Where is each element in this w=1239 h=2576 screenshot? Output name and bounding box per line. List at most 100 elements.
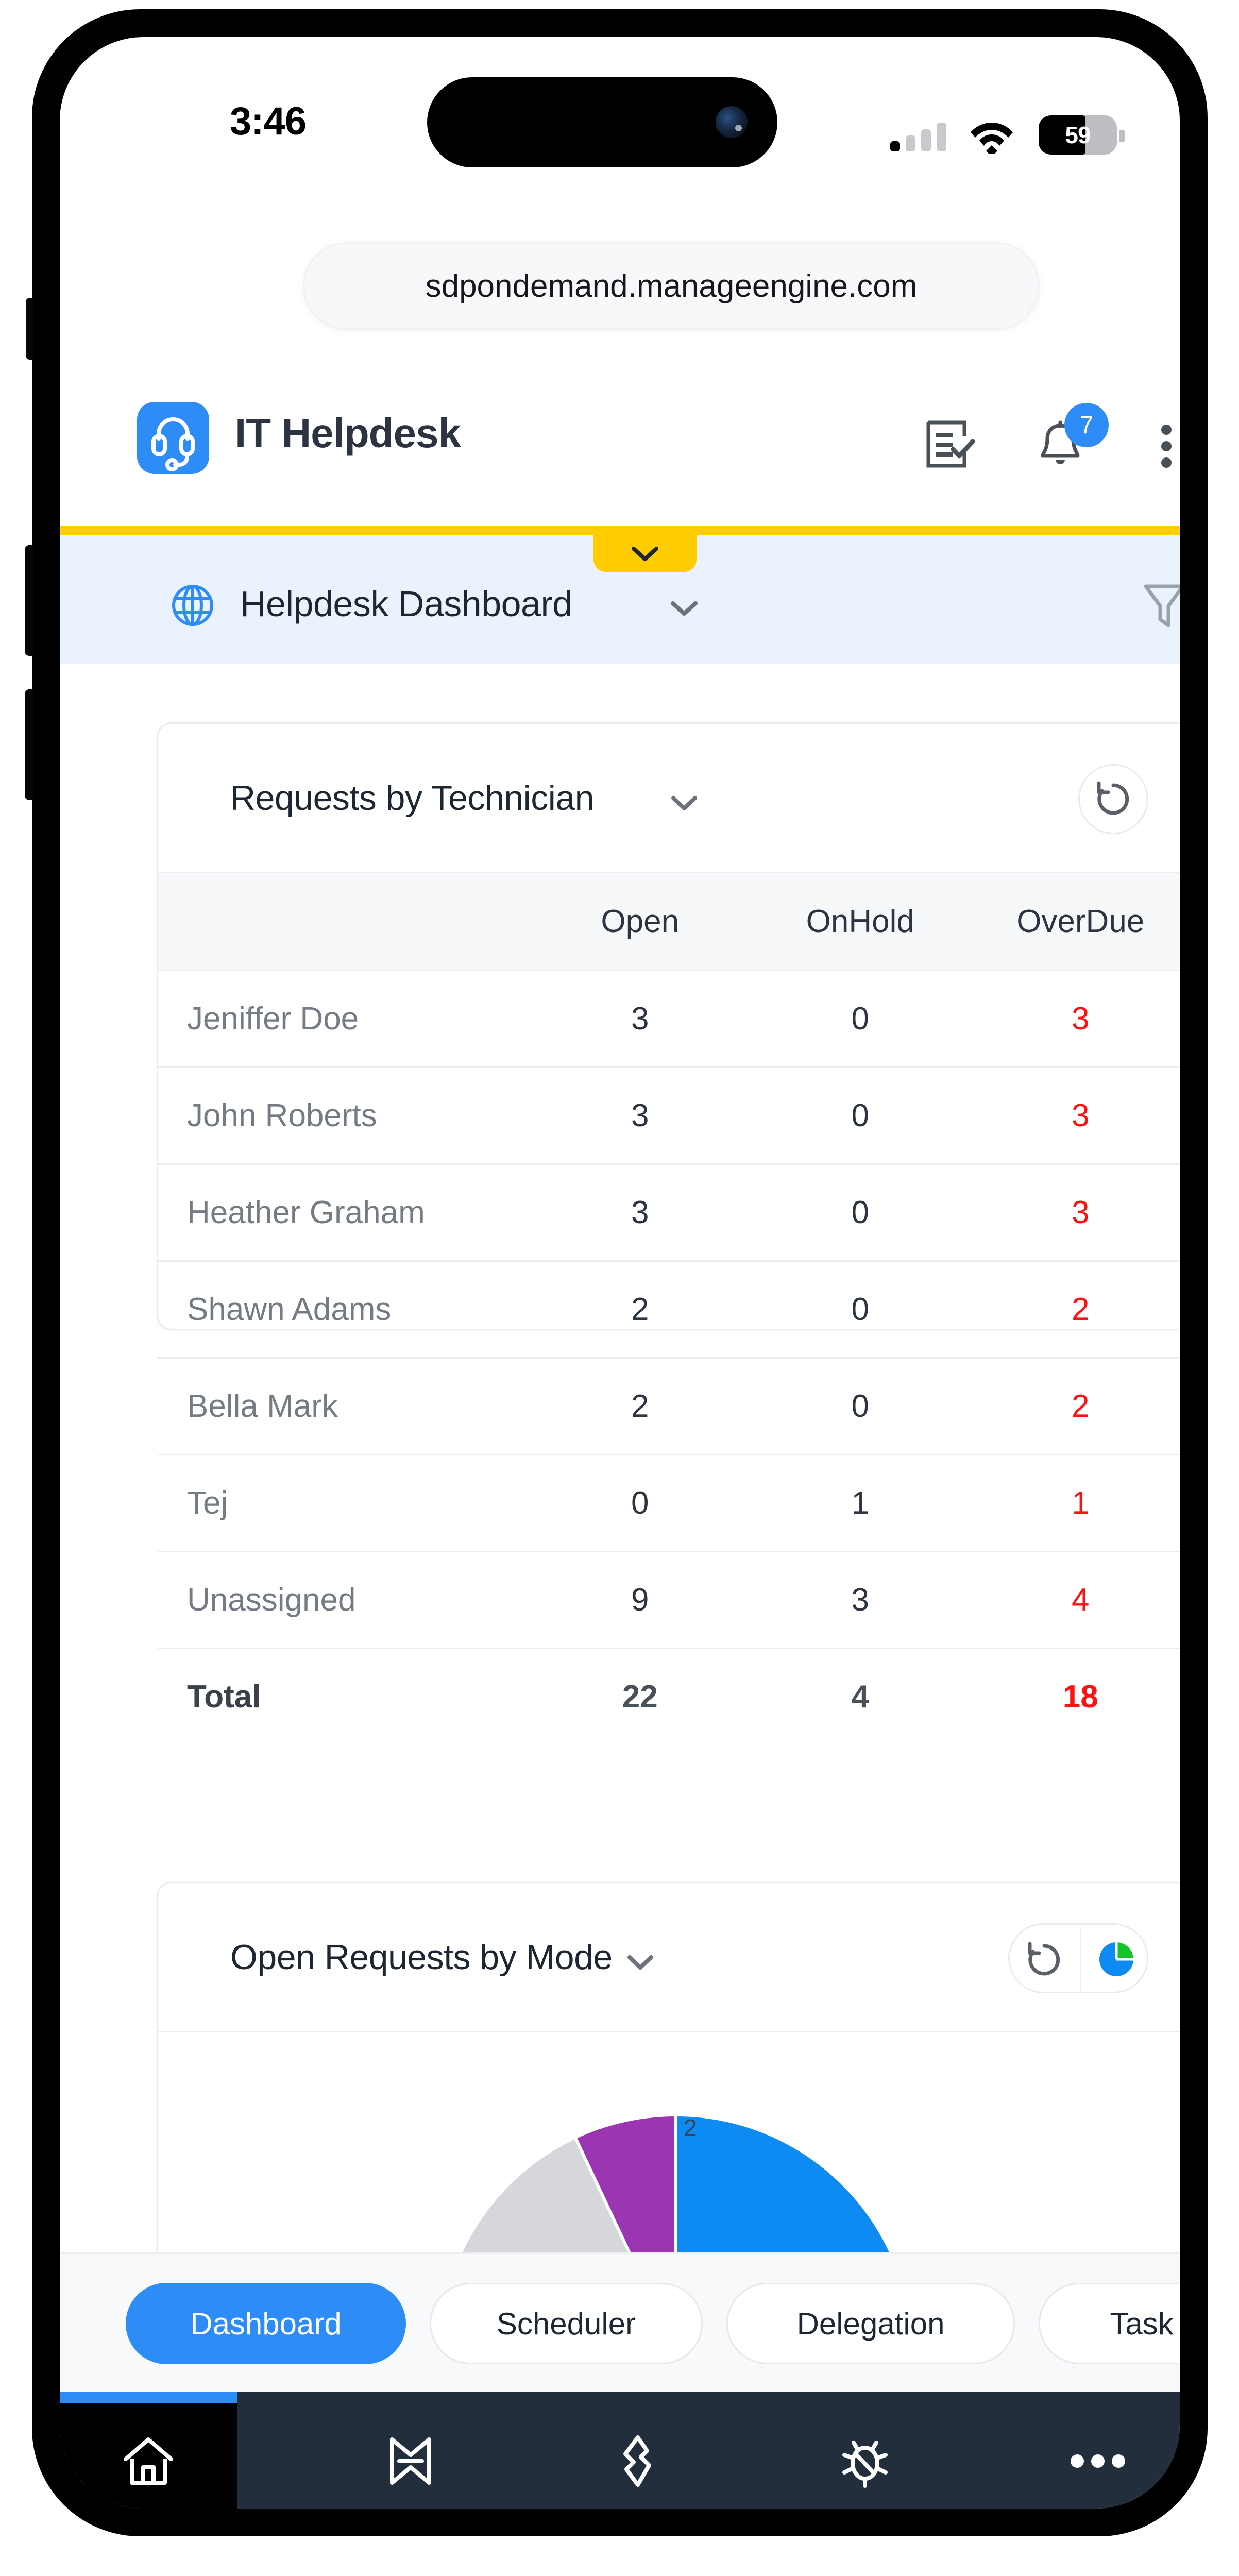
headset-icon <box>137 402 209 474</box>
pull-down-tab[interactable] <box>593 535 697 572</box>
cell-open: 2 <box>631 1291 649 1327</box>
requests-icon[interactable] <box>607 2433 669 2489</box>
cell-overdue: 2 <box>1071 1291 1090 1327</box>
more-dots-icon[interactable] <box>1067 2433 1129 2489</box>
technician-table: Open OnHold OverDue Jeniffer Doe 3 0 3 J… <box>158 873 1180 1745</box>
tab-tasks[interactable]: Task <box>1039 2283 1180 2364</box>
cell-name: John Roberts <box>187 1097 377 1133</box>
cell-onhold: 0 <box>851 1194 869 1230</box>
notification-badge: 7 <box>1064 403 1109 447</box>
cell-total-label: Total <box>187 1679 261 1715</box>
status-time: 3:46 <box>230 99 307 143</box>
bottom-navigation-bar <box>60 2392 1180 2509</box>
home-icon[interactable] <box>117 2433 179 2489</box>
card-header: Requests by Technician <box>158 724 1180 873</box>
cell-total-open: 22 <box>622 1679 658 1715</box>
cell-onhold: 0 <box>851 1001 869 1037</box>
chevron-down-icon[interactable] <box>670 600 698 620</box>
vertical-dots-icon[interactable] <box>1161 425 1172 468</box>
table-header-row: Open OnHold OverDue <box>158 873 1180 971</box>
chart-toolbar <box>1008 1923 1148 1993</box>
table-total-row: Total 22 4 18 <box>158 1648 1180 1745</box>
tab-delegation[interactable]: Delegation <box>726 2283 1015 2364</box>
battery-icon: 59 <box>1039 115 1117 155</box>
app-header <box>60 367 1180 524</box>
filter-icon[interactable] <box>1142 582 1180 630</box>
tab-scheduler[interactable]: Scheduler <box>430 2283 703 2364</box>
card-title[interactable]: Requests by Technician <box>230 778 594 818</box>
cell-name: Tej <box>187 1485 228 1521</box>
silent-switch-button[interactable] <box>26 298 34 360</box>
cell-total-onhold: 4 <box>851 1679 869 1715</box>
cell-open: 3 <box>631 1001 649 1037</box>
cell-name: Heather Graham <box>187 1194 425 1230</box>
assets-icon[interactable] <box>380 2433 442 2489</box>
cellular-signal-icon <box>890 121 946 151</box>
cell-overdue: 3 <box>1071 1001 1090 1037</box>
page-title: IT Helpdesk <box>235 410 461 456</box>
cell-open: 9 <box>631 1582 649 1618</box>
volume-down-button[interactable] <box>25 689 34 800</box>
tab-dashboard[interactable]: Dashboard <box>126 2283 406 2364</box>
table-row[interactable]: Unassigned 9 3 4 <box>158 1551 1180 1648</box>
nav-active-indicator <box>60 2392 237 2403</box>
card-title[interactable]: Open Requests by Mode <box>230 1938 613 1977</box>
cell-open: 3 <box>631 1097 649 1133</box>
battery-fill <box>1039 115 1086 155</box>
col-header-onhold: OnHold <box>750 873 971 971</box>
problems-bug-icon[interactable] <box>834 2433 896 2489</box>
volume-up-button[interactable] <box>25 545 34 656</box>
pie-chart-icon[interactable] <box>1098 1941 1134 1980</box>
card-requests-by-technician: Requests by Technician Open <box>157 722 1180 1715</box>
cell-onhold: 0 <box>851 1097 869 1133</box>
table-row[interactable]: Shawn Adams 2 0 2 <box>158 1261 1180 1358</box>
cell-name: Bella Mark <box>187 1388 338 1424</box>
card-header: Open Requests by Mode <box>158 1883 1180 2032</box>
cell-name: Unassigned <box>187 1582 356 1618</box>
cell-overdue: 3 <box>1071 1194 1090 1230</box>
cell-overdue: 1 <box>1071 1485 1090 1521</box>
battery-level-text: 59 <box>1065 122 1091 148</box>
cell-open: 2 <box>631 1388 649 1424</box>
dynamic-island <box>427 77 777 167</box>
chevron-down-icon[interactable] <box>671 795 698 814</box>
phone-screen: 3:46 59 sdpondemand.manageengine.com <box>60 37 1180 2509</box>
refresh-icon[interactable] <box>1025 1941 1063 1981</box>
globe-icon <box>172 585 213 626</box>
cell-total-overdue: 18 <box>1062 1679 1098 1715</box>
table-row[interactable]: Tej 0 1 1 <box>158 1454 1180 1551</box>
task-list-check-icon[interactable] <box>923 418 975 470</box>
col-header-overdue: OverDue <box>970 873 1180 971</box>
cell-onhold: 1 <box>851 1485 869 1521</box>
cell-open: 3 <box>631 1194 649 1230</box>
browser-url-bar[interactable]: sdpondemand.manageengine.com <box>303 242 1040 330</box>
cell-name: Shawn Adams <box>187 1291 392 1327</box>
refresh-icon[interactable] <box>1078 764 1148 834</box>
dashboard-name[interactable]: Helpdesk Dashboard <box>240 584 572 624</box>
col-header-name <box>158 873 530 971</box>
bell-icon[interactable]: 7 <box>1033 403 1109 472</box>
battery-tip <box>1119 130 1125 142</box>
chevron-down-icon[interactable] <box>627 1954 654 1973</box>
front-camera-icon <box>716 106 748 138</box>
table-row[interactable]: John Roberts 3 0 3 <box>158 1067 1180 1164</box>
status-bar: 3:46 59 <box>60 37 1180 167</box>
table-row[interactable]: Jeniffer Doe 3 0 3 <box>158 970 1180 1067</box>
cell-onhold: 0 <box>851 1291 869 1327</box>
url-text: sdpondemand.manageengine.com <box>425 268 918 304</box>
cell-overdue: 4 <box>1071 1582 1090 1618</box>
cell-onhold: 3 <box>851 1582 869 1618</box>
table-row[interactable]: Bella Mark 2 0 2 <box>158 1358 1180 1454</box>
nav-home-cell <box>60 2403 237 2509</box>
cell-onhold: 0 <box>851 1388 869 1424</box>
cell-name: Jeniffer Doe <box>187 1001 359 1037</box>
phone-frame: 3:46 59 sdpondemand.manageengine.com <box>25 9 1208 2536</box>
col-header-open: Open <box>530 873 750 971</box>
table-row[interactable]: Heather Graham 3 0 3 <box>158 1164 1180 1261</box>
cell-overdue: 2 <box>1071 1388 1090 1424</box>
tab-chip-bar: Dashboard Scheduler Delegation Task <box>60 2252 1180 2392</box>
cell-overdue: 3 <box>1071 1097 1090 1133</box>
pie-label-purple: 2 <box>684 2114 697 2141</box>
cell-open: 0 <box>631 1485 649 1521</box>
accent-strip <box>60 526 1180 535</box>
